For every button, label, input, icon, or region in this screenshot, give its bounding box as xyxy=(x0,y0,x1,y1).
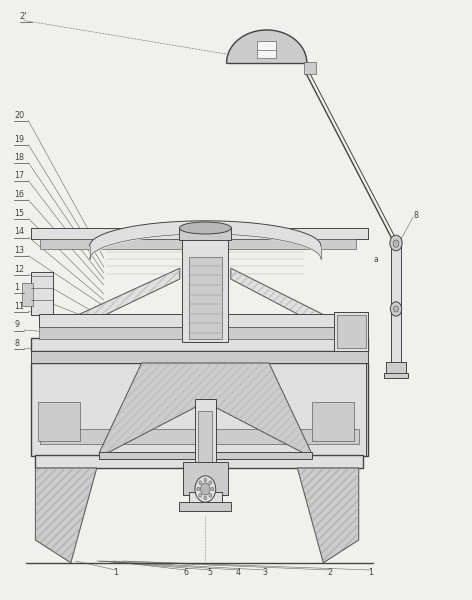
Bar xyxy=(39,327,351,339)
Bar xyxy=(31,228,368,239)
Circle shape xyxy=(195,476,216,502)
Bar xyxy=(189,492,222,504)
Bar xyxy=(31,351,368,363)
Bar xyxy=(179,227,231,240)
Circle shape xyxy=(204,478,207,482)
Bar xyxy=(384,373,408,378)
Text: 18: 18 xyxy=(14,153,24,162)
Text: 19: 19 xyxy=(14,135,24,144)
Text: 1: 1 xyxy=(14,283,19,292)
Bar xyxy=(182,228,228,342)
Bar xyxy=(40,239,356,249)
Text: 11: 11 xyxy=(14,302,24,311)
Polygon shape xyxy=(227,30,307,63)
Polygon shape xyxy=(297,468,359,563)
Bar xyxy=(312,402,354,441)
Bar xyxy=(198,411,212,465)
Text: 5: 5 xyxy=(208,568,212,577)
Bar xyxy=(35,455,363,468)
Text: 6: 6 xyxy=(184,568,189,577)
Text: 15: 15 xyxy=(14,209,24,218)
Bar xyxy=(31,338,368,351)
Text: 17: 17 xyxy=(14,171,24,180)
Bar xyxy=(22,283,33,306)
Bar xyxy=(334,312,368,351)
Text: 2: 2 xyxy=(328,568,333,577)
Text: 8: 8 xyxy=(14,339,19,348)
Bar xyxy=(257,41,276,58)
Circle shape xyxy=(199,481,202,484)
Bar xyxy=(31,272,53,315)
Circle shape xyxy=(211,487,214,491)
Text: 4: 4 xyxy=(236,568,241,577)
Text: 16: 16 xyxy=(14,190,24,199)
Bar xyxy=(42,330,356,337)
Circle shape xyxy=(209,494,212,497)
Text: 9: 9 xyxy=(14,320,19,329)
Bar xyxy=(195,399,216,465)
Circle shape xyxy=(394,306,398,312)
Text: a: a xyxy=(374,254,379,264)
Text: 14: 14 xyxy=(14,227,24,236)
Bar xyxy=(391,243,401,363)
Circle shape xyxy=(390,235,402,251)
Text: 13: 13 xyxy=(14,246,24,255)
Text: 8: 8 xyxy=(413,211,419,220)
Bar xyxy=(183,462,228,495)
Circle shape xyxy=(209,481,212,484)
Bar xyxy=(386,362,406,375)
Bar xyxy=(99,452,312,459)
Text: 3: 3 xyxy=(263,568,268,577)
Text: 12: 12 xyxy=(14,265,24,274)
Circle shape xyxy=(199,494,202,497)
Text: 2': 2' xyxy=(20,12,27,21)
Bar xyxy=(304,62,316,74)
Bar xyxy=(179,502,231,511)
Bar xyxy=(38,402,80,441)
Circle shape xyxy=(390,302,402,316)
Circle shape xyxy=(197,487,200,491)
Polygon shape xyxy=(231,268,356,345)
Text: 1: 1 xyxy=(369,568,373,577)
Circle shape xyxy=(204,496,207,500)
Bar xyxy=(189,257,222,339)
Bar xyxy=(39,314,351,327)
Ellipse shape xyxy=(179,222,231,234)
Text: 1: 1 xyxy=(113,568,118,577)
Bar xyxy=(31,363,368,456)
Polygon shape xyxy=(99,363,312,456)
Circle shape xyxy=(201,483,210,495)
Bar xyxy=(40,429,359,444)
Polygon shape xyxy=(35,468,97,563)
Polygon shape xyxy=(42,268,180,345)
Text: 20: 20 xyxy=(14,111,24,120)
Bar xyxy=(337,315,366,348)
Circle shape xyxy=(393,240,399,247)
